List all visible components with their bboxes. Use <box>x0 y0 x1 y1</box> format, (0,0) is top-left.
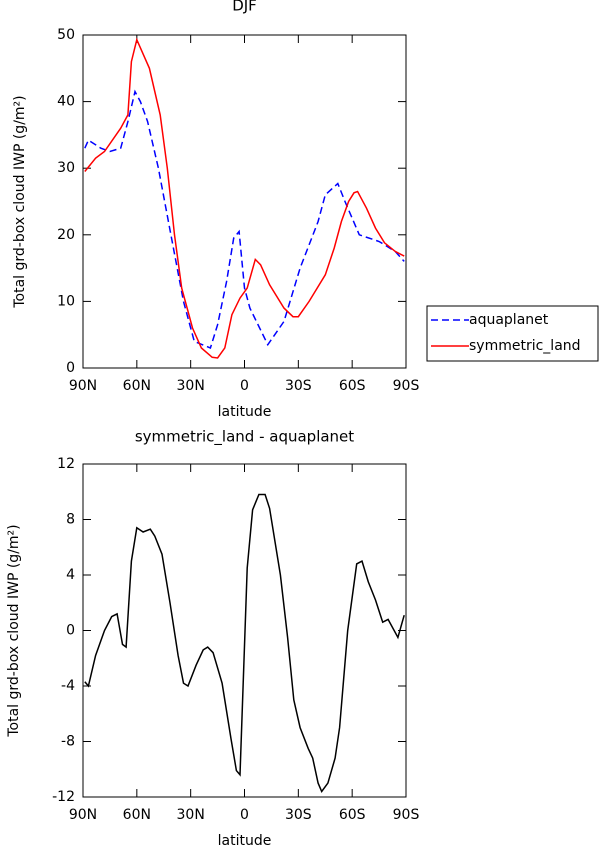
x-tick-label: 90N <box>69 378 97 394</box>
x-tick-label: 0 <box>240 378 249 394</box>
legend-label: symmetric_land <box>469 338 581 354</box>
chart-title: symmetric_land - aquaplanet <box>135 428 354 447</box>
x-axis-label: latitude <box>218 833 272 849</box>
y-tick-label: 20 <box>57 227 75 243</box>
x-tick-label: 60N <box>123 807 151 823</box>
x-tick-label: 60N <box>123 378 151 394</box>
x-tick-label: 30N <box>177 378 205 394</box>
y-tick-label: 0 <box>66 360 75 376</box>
x-tick-label: 90S <box>393 807 420 823</box>
y-tick-label: 40 <box>57 94 75 110</box>
y-tick-label: -12 <box>52 789 75 805</box>
y-tick-label: 0 <box>66 623 75 639</box>
legend-box <box>426 305 599 362</box>
x-tick-label: 30S <box>285 378 312 394</box>
y-tick-label: -4 <box>61 678 75 694</box>
chart-title: DJF <box>232 0 257 15</box>
x-tick-label: 90S <box>393 378 420 394</box>
y-axis-label: Total grd-box cloud IWP (g/m²) <box>12 95 28 308</box>
x-tick-label: 60S <box>339 378 366 394</box>
series-line <box>84 89 405 350</box>
y-tick-label: 30 <box>57 160 75 176</box>
y-tick-label: 50 <box>57 27 75 43</box>
x-tick-label: 60S <box>339 807 366 823</box>
x-tick-label: 0 <box>240 807 249 823</box>
y-tick-label: 8 <box>66 512 75 528</box>
y-tick-label: 10 <box>57 293 75 309</box>
legend-label: aquaplanet <box>469 312 549 328</box>
plot-frame <box>82 34 407 369</box>
series-line <box>84 37 405 359</box>
x-tick-label: 90N <box>69 807 97 823</box>
y-tick-label: 4 <box>66 567 75 583</box>
y-axis-label: Total grd-box cloud IWP (g/m²) <box>6 524 22 737</box>
x-tick-label: 30N <box>177 807 205 823</box>
y-tick-label: 12 <box>57 456 75 472</box>
x-axis-label: latitude <box>218 404 272 420</box>
x-tick-label: 30S <box>285 807 312 823</box>
series-line <box>84 493 405 793</box>
y-tick-label: -8 <box>61 734 75 750</box>
